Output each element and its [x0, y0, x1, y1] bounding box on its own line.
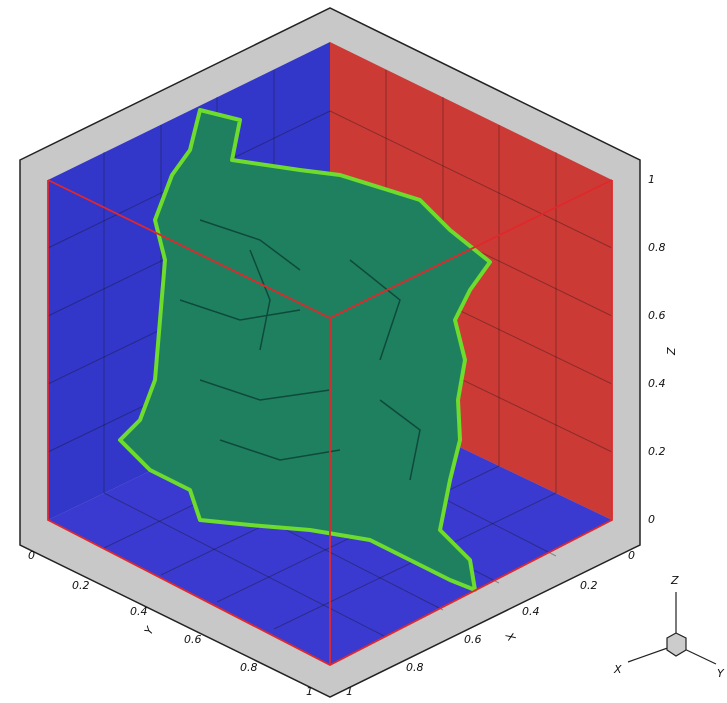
x-tick-label: 0.2	[580, 579, 598, 592]
x-tick-label: 0.8	[406, 661, 424, 674]
x-tick-label: 0.6	[464, 633, 482, 646]
x-tick-label: 0	[628, 549, 635, 562]
y-tick-label: 0	[28, 549, 35, 562]
triad	[628, 592, 716, 664]
z-tick-label: 1	[648, 173, 655, 186]
x-tick-label: 0.4	[522, 605, 540, 618]
y-tick-label: 0.2	[72, 579, 90, 592]
z-tick-label: 0.6	[648, 309, 666, 322]
triad-z: Z	[670, 574, 679, 587]
y-tick-label: 0.4	[130, 605, 148, 618]
z-tick-label: 0	[648, 513, 655, 526]
z-tick-label: 0.4	[648, 377, 666, 390]
y-tick-label: 0.6	[184, 633, 202, 646]
z-tick-label: 0.8	[648, 241, 666, 254]
triad-y: Y	[717, 667, 725, 680]
y-axis-label: Y	[142, 624, 157, 637]
x-tick-label: 1	[346, 685, 353, 698]
y-tick-label: 0.8	[240, 661, 258, 674]
z-tick-label: 0.2	[648, 445, 666, 458]
triad-x: X	[613, 663, 622, 676]
y-tick-label: 1	[306, 685, 313, 698]
volume-render: 0 0.2 0.4 0.6 0.8 1 0 0.2 0.4 0.6 0.8 1 0 0.2 0.4 0.6 0.…	[0, 0, 727, 703]
x-axis-label: X	[502, 630, 518, 644]
z-axis-label: Z	[665, 347, 678, 356]
